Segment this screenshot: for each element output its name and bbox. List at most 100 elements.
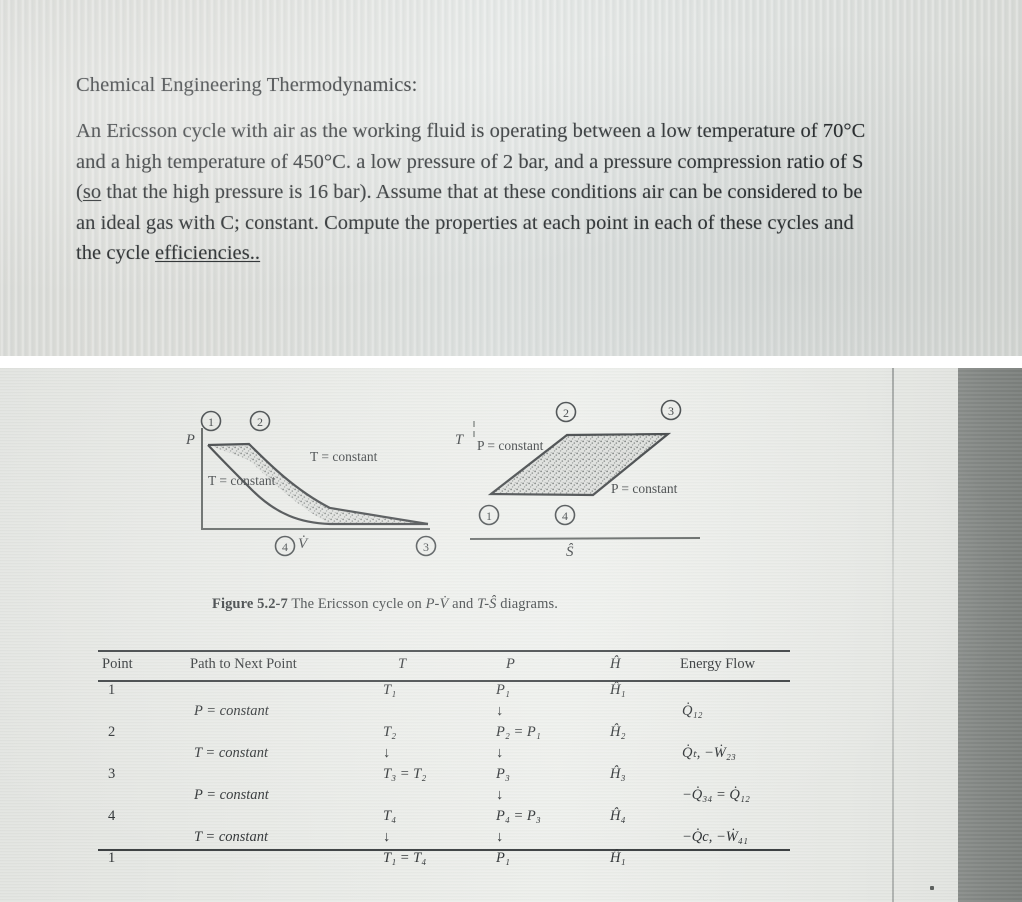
table-row: 4 T₄ P₄ = P₃ Ĥ₄ [98, 808, 790, 829]
pv-isotherm-label-left: T = constant [208, 473, 276, 488]
cell-point: 4 [108, 808, 116, 824]
cell-pressure-arrow: ↓ [496, 787, 504, 803]
pv-point-3-circle [415, 535, 437, 557]
table-row: P = constant ↓ Q̇₁₂ [98, 703, 790, 724]
question-body: An Ericsson cycle with air as the workin… [76, 116, 996, 269]
ts-isobar-label-lower: P = constant [611, 481, 678, 496]
th-point: Point [102, 656, 133, 672]
pv-point-1-label: 1 [208, 415, 214, 429]
pv-x-axis-label: V̇ [298, 536, 308, 552]
figure-caption-text-b: diagrams. [500, 596, 558, 612]
figure-caption-and: and [452, 596, 474, 612]
table-row: P = constant ↓ −Q̇₃₄ = Q̇₁₂ [98, 787, 790, 808]
cell-pressure-arrow: ↓ [496, 745, 504, 761]
panel-seam [0, 356, 1022, 368]
table-row: T = constant ↓ ↓ Q̇ₜ, −Ẇ₂₃ [98, 745, 790, 766]
cell-path: P = constant [194, 787, 269, 803]
ts-point-1-label: 1 [486, 509, 492, 523]
question-line-5: the cycle efficiencies.. [76, 238, 996, 269]
question-line-2: and a high temperature of 450°C. a low p… [76, 150, 864, 173]
figure-diagrams-svg: 1 2 3 4 [200, 399, 701, 557]
table-row: 1 T₁ = T₄ P₁ Ĥ₁ [98, 850, 790, 871]
ts-point-2-circle [555, 401, 577, 423]
figure-caption-text-a: The Ericsson cycle on [291, 596, 422, 612]
cell-pressure: P₃ [496, 766, 510, 782]
figure-caption: Figure 5.2-7 The Ericsson cycle on P-V̇ … [212, 596, 558, 613]
ts-point-1-circle [478, 504, 500, 526]
ts-point-3-label: 3 [668, 404, 674, 418]
cell-path: T = constant [194, 745, 268, 761]
th-path: Path to Next Point [190, 656, 297, 672]
ts-point-markers: 2 3 1 4 [478, 399, 682, 526]
table-header-row: Point Path to Next Point T P Ĥ Energy F… [98, 656, 790, 678]
pv-point-markers: 1 2 3 4 [200, 410, 437, 557]
cell-point: 1 [108, 682, 116, 698]
textbook-photo-panel: 1 2 3 4 [0, 368, 1022, 902]
cell-path: T = constant [194, 829, 268, 845]
figure-caption-pv: P-V̇ [425, 596, 449, 612]
cell-point: 1 [108, 850, 116, 866]
figure-caption-number: Figure 5.2-7 [212, 596, 288, 612]
cell-temperature: T₂ [383, 724, 397, 740]
cell-temperature: T₁ [383, 682, 397, 698]
cell-energy-flow: −Q̇c, −Ẇ₄₁ [682, 829, 748, 845]
pv-point-3-label: 3 [423, 540, 429, 554]
pv-diagram-group: 1 2 3 4 [200, 410, 437, 557]
cell-enthalpy: Ĥ₁ [610, 850, 626, 866]
question-line-5-lead: the cycle [76, 242, 156, 264]
question-line-3-rest: that the high pressure is 16 bar). Assum… [101, 181, 863, 203]
pv-isotherm-label-right: T = constant [310, 449, 378, 464]
cell-energy-flow: Q̇ₜ, −Ẇ₂₃ [682, 745, 736, 761]
ts-shaded-parallelogram [487, 432, 672, 497]
question-line-3-open: ( [76, 181, 83, 203]
cell-enthalpy: Ĥ₁ [610, 682, 626, 698]
pv-shaded-region [208, 444, 428, 524]
pv-point-2-label: 2 [257, 415, 263, 429]
th-temperature: T [398, 656, 407, 672]
ts-point-4-circle [554, 504, 576, 526]
ts-isobar-label-upper: P = constant [477, 438, 544, 453]
ts-x-axis [469, 537, 701, 540]
pv-point-2-circle [249, 410, 271, 432]
cell-enthalpy: Ĥ₄ [610, 808, 626, 824]
cell-enthalpy: Ĥ₃ [610, 766, 626, 782]
th-energy-flow: Energy Flow [680, 656, 756, 672]
table-rule-top [98, 650, 790, 653]
table-row: T = constant ↓ ↓ −Q̇c, −Ẇ₄₁ [98, 829, 790, 850]
question-line-3: (so that the high pressure is 16 bar). A… [76, 177, 996, 208]
table-rule-header [98, 680, 790, 682]
page-outer-dark-edge [958, 368, 1022, 902]
underlined-efficiencies: efficiencies.. [155, 242, 261, 264]
pv-point-1-circle [200, 410, 222, 432]
table-row: 1 T₁ P₁ Ĥ₁ [98, 682, 790, 703]
question-text-block: Chemical Engineering Thermodynamics: An … [76, 70, 996, 269]
cell-temperature: T₄ [383, 808, 397, 824]
cell-pressure: P₂ = P₁ [496, 724, 541, 740]
pv-upper-curve-1-2-3 [207, 442, 429, 526]
cell-pressure-arrow: ↓ [496, 703, 504, 719]
page-fold-line [892, 368, 894, 902]
th-pressure: P [506, 656, 515, 672]
cell-temperature-arrow: ↓ [383, 829, 391, 845]
pv-point-4-circle [274, 535, 296, 557]
ts-x-axis-label: Ŝ [566, 544, 574, 560]
ts-point-2-label: 2 [563, 406, 569, 420]
question-line-1: An Ericsson cycle with air as the workin… [76, 120, 866, 142]
cell-pressure: P₄ = P₃ [496, 808, 541, 824]
table-row: 3 T₃ = T₂ P₃ Ĥ₃ [98, 766, 790, 787]
pv-point-4-label: 4 [282, 540, 288, 554]
ts-point-4-label: 4 [562, 509, 568, 523]
cell-pressure-arrow: ↓ [496, 829, 504, 845]
th-enthalpy: Ĥ [610, 656, 621, 672]
ts-diagram-group: 2 3 1 4 [469, 399, 701, 540]
cell-point: 2 [108, 724, 116, 740]
table-rule-bottom [98, 849, 790, 852]
figure-caption-ts: T-Ŝ [477, 596, 497, 612]
pv-y-axis-label: P [186, 432, 195, 448]
cell-temperature-arrow: ↓ [383, 745, 391, 761]
cell-pressure: P₁ [496, 682, 510, 698]
cell-path: P = constant [194, 703, 269, 719]
underlined-so: so [82, 181, 102, 203]
cell-temperature: T₁ = T₄ [383, 850, 427, 866]
